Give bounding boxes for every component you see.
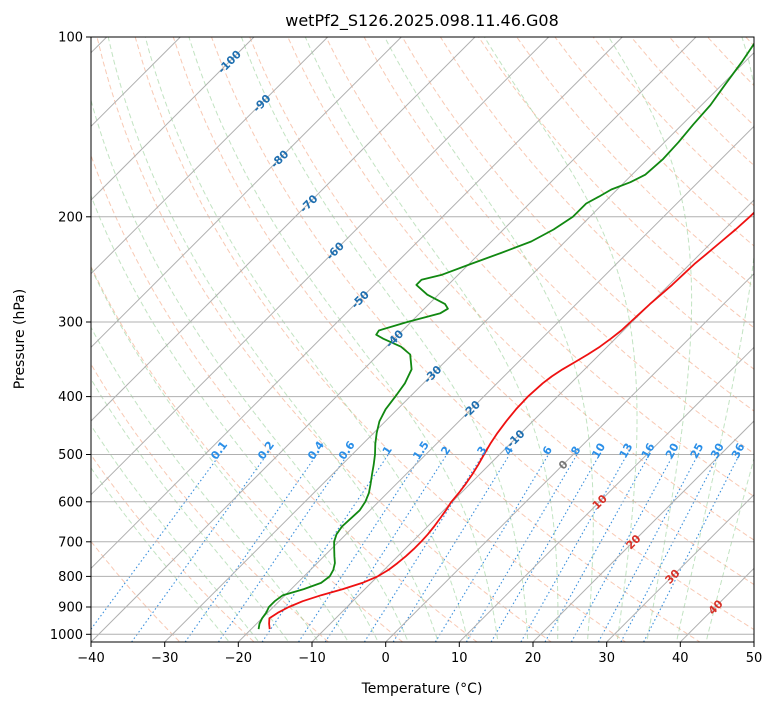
x-axis: −40 −30 −20 −10 0 10 20 30 40 50 xyxy=(77,642,762,666)
moist-adiabat-line xyxy=(675,37,754,642)
y-tick-label: 900 xyxy=(58,601,83,616)
isotherm-gridline xyxy=(91,37,623,570)
y-tick-label: 500 xyxy=(58,448,83,463)
dry-adiabat-line xyxy=(478,37,754,329)
mixing-ratio-line xyxy=(261,454,389,642)
x-tick-label: −20 xyxy=(225,651,252,666)
x-tick-label: −40 xyxy=(77,651,104,666)
x-tick-label: 40 xyxy=(672,651,689,666)
mixing-ratio-line xyxy=(91,454,221,631)
dry-adiabat-line xyxy=(401,37,754,412)
isotherm-gridline xyxy=(532,420,754,642)
mixing-ratio-line xyxy=(392,454,511,642)
mixing-ratio-line xyxy=(643,454,740,642)
mixing-ratio-line xyxy=(597,454,699,642)
dry-adiabat-line xyxy=(96,37,553,642)
moist-adiabat-line xyxy=(705,456,754,642)
isotherm-gridline xyxy=(458,346,754,642)
chart-title: wetPf2_S126.2025.098.11.46.G08 xyxy=(285,11,559,31)
background-lines xyxy=(91,37,754,642)
dry-adiabat-line xyxy=(516,37,754,288)
moist-adiabat-line xyxy=(188,37,499,642)
x-tick-label: −30 xyxy=(151,651,178,666)
moist-adiabat-line xyxy=(107,37,439,642)
mixing-ratio-line xyxy=(620,454,720,642)
isotherm-gridline xyxy=(606,493,754,642)
isotherm-gridline xyxy=(91,37,550,496)
isotherm-gridline xyxy=(91,37,697,642)
dry-adiabat-line xyxy=(91,153,478,642)
isotherm-gridline xyxy=(91,37,329,275)
mixing-ratio-line xyxy=(465,454,578,642)
y-tick-label: 1000 xyxy=(50,628,83,643)
dry-adiabat-line xyxy=(91,453,255,642)
moist-adiabat-line xyxy=(483,37,638,642)
mixing-ratio-line xyxy=(324,454,448,642)
y-tick-label: 100 xyxy=(58,31,83,46)
dry-adiabat-line xyxy=(172,37,701,642)
isotherm-gridline xyxy=(311,199,754,642)
dry-adiabat-line xyxy=(211,37,754,631)
x-tick-label: 50 xyxy=(746,651,763,666)
mixing-ratio-line xyxy=(434,454,549,642)
isotherm-gridline xyxy=(753,641,754,642)
dewpoint-profile-line xyxy=(257,42,754,630)
isotherm-gridline xyxy=(385,272,754,642)
moist-adiabat-line xyxy=(608,37,693,642)
isotherm-gridline xyxy=(164,51,754,642)
moist-adiabat-line xyxy=(91,467,230,642)
moist-adiabat-line xyxy=(304,37,559,642)
mixing-ratio-label: 36 xyxy=(729,441,748,461)
temperature-profile-line xyxy=(268,211,754,630)
isotherm-gridline xyxy=(91,37,255,201)
moist-adiabat-line xyxy=(91,98,409,642)
isotherm-gridline xyxy=(91,37,476,422)
dry-adiabat-line xyxy=(91,540,181,642)
mixing-ratio-line xyxy=(490,454,601,642)
plot-frame xyxy=(90,36,755,643)
isotherm-gridline xyxy=(237,125,754,642)
x-tick-label: 0 xyxy=(382,651,390,666)
y-tick-label: 200 xyxy=(58,210,83,225)
mixing-ratio-label: 30 xyxy=(708,441,727,461)
plot-background xyxy=(91,37,754,642)
y-tick-label: 700 xyxy=(58,535,83,550)
x-tick-label: 10 xyxy=(451,651,468,666)
moist-adiabat-line xyxy=(91,194,379,642)
moist-adiabat-line xyxy=(91,424,260,642)
x-tick-label: 20 xyxy=(525,651,542,666)
x-tick-label: −10 xyxy=(298,651,325,666)
dry-adiabat-line xyxy=(134,37,627,642)
y-axis-label: Pressure (hPa) xyxy=(12,289,28,389)
moist-adiabat-line xyxy=(91,326,320,642)
y-tick-label: 400 xyxy=(58,390,83,405)
mixing-ratio-line xyxy=(298,454,423,642)
mixing-ratio-label: 25 xyxy=(688,441,707,461)
grid xyxy=(91,37,754,642)
dry-adiabat-line xyxy=(249,37,754,586)
x-axis-label: Temperature (°C) xyxy=(361,681,483,697)
moist-adiabat-line xyxy=(240,37,529,642)
moist-adiabat-line xyxy=(384,37,594,642)
x-tick-label: 30 xyxy=(598,651,615,666)
moist-adiabat-line xyxy=(91,378,290,642)
profiles xyxy=(257,42,754,630)
y-tick-label: 300 xyxy=(58,316,83,331)
y-tick-label: 600 xyxy=(58,495,83,510)
moist-adiabat-line xyxy=(91,266,349,642)
y-tick-label: 800 xyxy=(58,570,83,585)
mixing-ratio-line xyxy=(131,454,268,642)
y-axis: 100 200 300 400 500 600 700 800 900 1000 xyxy=(50,31,91,643)
isotherm-gridline xyxy=(91,37,402,349)
dry-adiabat-line xyxy=(91,363,330,642)
